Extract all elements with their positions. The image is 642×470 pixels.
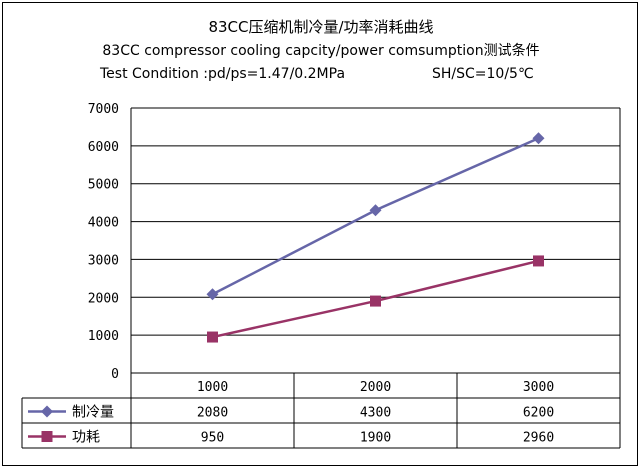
legend-marker-2 [41, 431, 53, 442]
series-2-point [370, 295, 381, 307]
y-tick-label: 4000 [88, 216, 119, 231]
test-condition-superheat: SH/SC=10/5℃ [432, 66, 534, 82]
y-tick-label: 6000 [88, 140, 119, 155]
table-value-series-1: 2080 [197, 406, 228, 421]
table-value-series-1: 6200 [523, 406, 554, 421]
y-tick-label: 1000 [88, 329, 119, 344]
legend-marker-1 [41, 405, 53, 418]
test-condition-pressure: Test Condition :pd/ps=1.47/0.2MPa [100, 66, 346, 82]
y-tick-label: 5000 [88, 178, 119, 193]
series-1-point [206, 288, 219, 301]
x-category-label: 2000 [360, 380, 391, 395]
table-value-series-2: 1900 [360, 431, 391, 446]
y-tick-label: 0 [111, 367, 119, 382]
table-value-series-2: 950 [201, 431, 224, 446]
chart-title: 83CC压缩机制冷量/功率消耗曲线 [208, 18, 434, 36]
x-category-label: 3000 [523, 380, 554, 395]
legend-label-1: 制冷量 [72, 405, 114, 421]
series-2-point [207, 331, 218, 343]
legend-label-2: 功耗 [72, 430, 100, 446]
y-tick-label: 2000 [88, 291, 119, 306]
y-tick-label: 3000 [88, 253, 119, 268]
series-2-point [533, 255, 544, 267]
series-1-point [532, 132, 545, 145]
chart-frame [2, 2, 638, 466]
chart-subtitle: 83CC compressor cooling capcity/power co… [102, 43, 540, 59]
y-tick-label: 7000 [88, 102, 119, 117]
series-1-point [369, 204, 382, 217]
table-value-series-2: 2960 [523, 431, 554, 446]
x-category-label: 1000 [197, 380, 228, 395]
table-value-series-1: 4300 [360, 406, 391, 421]
series-line-1 [211, 137, 540, 296]
